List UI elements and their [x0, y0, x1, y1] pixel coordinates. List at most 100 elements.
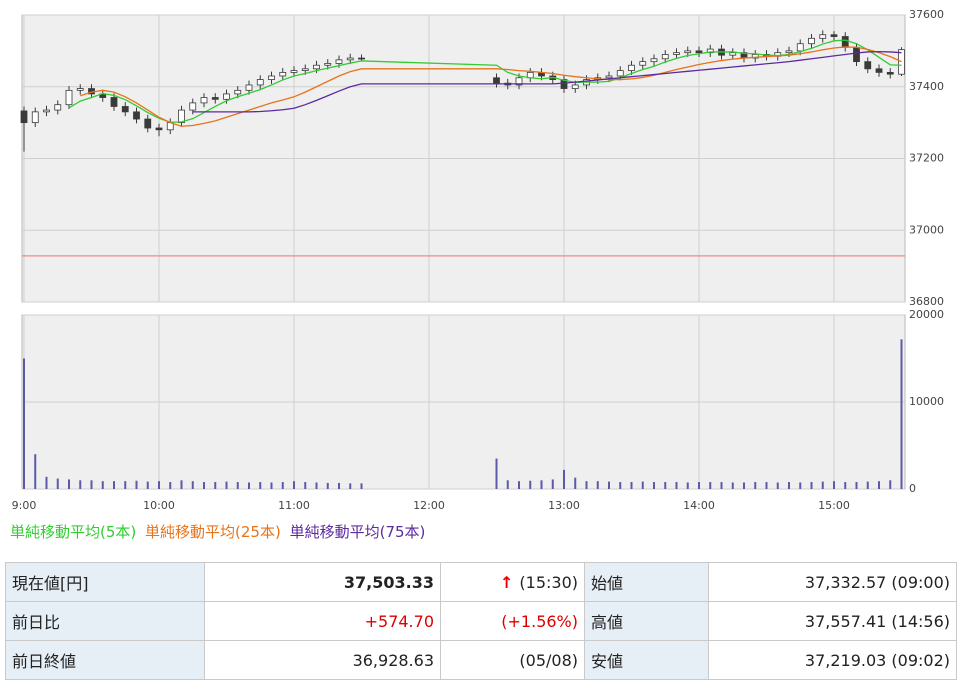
volume-bar [180, 480, 183, 489]
candle-body [76, 88, 84, 91]
volume-bar [833, 481, 835, 489]
candle-body [234, 89, 242, 95]
volume-bar [698, 482, 700, 489]
candle-body [65, 89, 73, 106]
candle-body [178, 109, 185, 124]
volume-bar [146, 481, 149, 489]
candle-body [31, 111, 39, 124]
x-tick-label: 14:00 [683, 499, 715, 512]
table-row: 現在値[円] 37,503.33 ↑ (15:30) 始値 37,332.57 (… [5, 562, 957, 602]
volume-bar [788, 482, 790, 489]
legend-item: 単純移動平均(5本) [10, 523, 136, 541]
cell: 高値 [584, 601, 709, 641]
candle-body [346, 57, 354, 61]
candle-body [616, 70, 624, 77]
candle-body [751, 54, 759, 59]
candle-body [313, 64, 320, 70]
candle-body [335, 59, 343, 64]
candle-body [493, 77, 500, 84]
candle-body [200, 97, 208, 104]
volume-bar [23, 358, 25, 489]
candle-body [245, 84, 253, 91]
candle-body [121, 106, 129, 113]
volume-bar [731, 482, 734, 489]
candle-body [211, 97, 219, 100]
table-row: 前日比 +574.70 (+1.56%) 高値 37,557.41 (14:56… [5, 601, 957, 641]
time: (15:30) [519, 572, 578, 592]
volume-bar [540, 480, 543, 489]
candle-body [886, 72, 894, 75]
volume-bar [563, 469, 565, 489]
volume-bar [630, 482, 633, 489]
volume-bar [855, 482, 858, 489]
ma-line [80, 46, 902, 127]
volume-bar [259, 482, 262, 489]
arrow: ↑ [500, 572, 514, 592]
volume-bar [45, 476, 48, 489]
cell: +574.70 [204, 601, 441, 641]
candle-body [673, 52, 680, 55]
volume-bar [191, 481, 194, 489]
candle-body [223, 93, 230, 100]
candle-body [54, 104, 62, 111]
volume-bar [799, 482, 802, 489]
volume-bar [675, 482, 678, 489]
volume-bar [866, 481, 869, 489]
volume-bar [90, 480, 93, 489]
candle-body [133, 111, 140, 120]
candle-body [43, 109, 50, 113]
candle-body [639, 61, 647, 66]
volume-bar [326, 482, 329, 489]
volume-bar [720, 482, 723, 489]
candle-body [515, 77, 523, 86]
y-tick-label: 36800 [909, 295, 944, 308]
cell: 37,503.33 [204, 562, 441, 602]
volume-bar [765, 482, 768, 489]
table-row: 前日終値 36,928.63 (05/08) 安値 37,219.03 (09:… [5, 640, 957, 680]
volume-bar [776, 482, 779, 489]
volume-bar [304, 482, 307, 489]
cell: 37,557.41 (14:56) [708, 601, 957, 641]
volume-bar [293, 481, 295, 489]
candle-body [898, 49, 905, 75]
cell: 前日終値 [5, 640, 205, 680]
candle-body [189, 102, 197, 111]
volume-bar [596, 481, 599, 489]
candle-body [785, 50, 793, 54]
volume-bar [68, 479, 70, 489]
volume-bar [900, 339, 903, 489]
candle-body [853, 46, 860, 63]
x-tick-label: 13:00 [548, 499, 580, 512]
volume-bar [113, 481, 115, 489]
candle-body [256, 79, 264, 86]
volume-bar [743, 482, 745, 489]
x-tick-label: 11:00 [278, 499, 310, 512]
volume-bar [506, 480, 509, 489]
volume-bar [608, 481, 610, 489]
volume-bar [821, 481, 824, 489]
volume-bar [281, 482, 284, 489]
volume-bar [360, 483, 363, 489]
volume-bar [338, 482, 340, 489]
candle-body [268, 75, 275, 80]
candle-body [875, 68, 883, 73]
volume-bar [889, 480, 892, 489]
candle-body [830, 34, 838, 37]
candle-body [819, 34, 827, 39]
volume-bar [225, 481, 228, 489]
volume-bar [248, 482, 250, 489]
y-tick-label: 20000 [909, 308, 944, 321]
candle-body [661, 54, 669, 60]
panel: 36800 37000 37200 37400 37600 [20, 8, 944, 308]
volume-bar [214, 482, 217, 489]
candle-body [706, 48, 714, 54]
volume-bar [878, 481, 880, 489]
y-tick-label: 10000 [909, 395, 944, 408]
volume-bar [754, 482, 757, 489]
volume-bar [203, 482, 205, 489]
candle-body [301, 68, 309, 72]
candle-body [279, 72, 287, 77]
volume-bar [810, 482, 813, 489]
volume-bar [686, 482, 689, 489]
